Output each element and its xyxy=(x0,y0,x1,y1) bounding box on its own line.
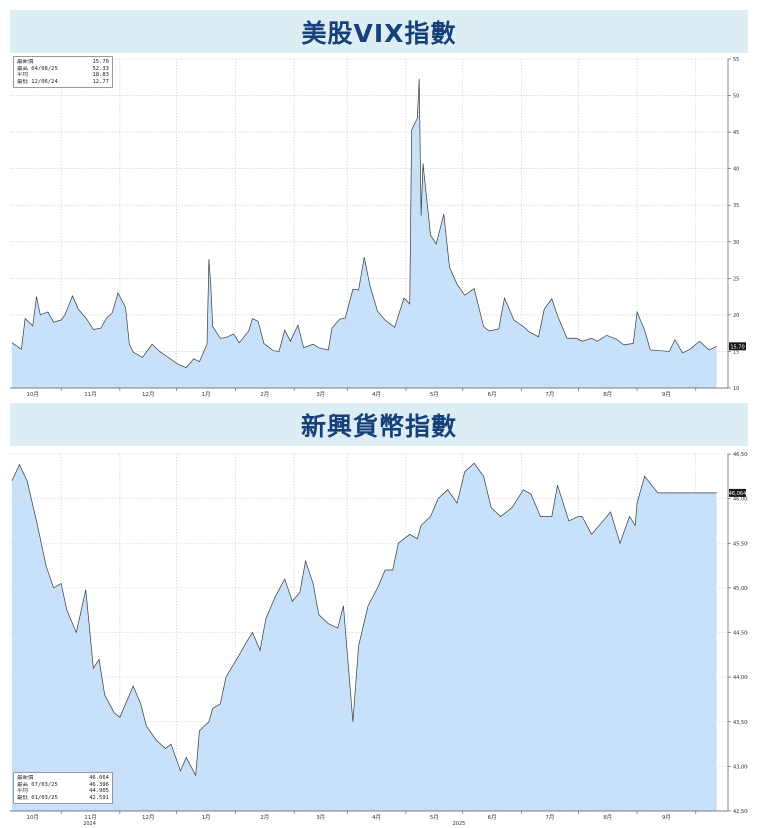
y-tick-label: 55 xyxy=(733,57,739,63)
x-tick-label: 1月 xyxy=(202,814,211,821)
em-currency-title: 新興貨幣指數 xyxy=(300,411,457,441)
last-value-box xyxy=(729,342,746,351)
y-tick-label: 46,500 xyxy=(733,452,748,458)
y-tick-label: 25 xyxy=(733,276,739,282)
em-legend-row-high: 最高 07/03/25 46.396 xyxy=(17,782,109,789)
last-value-box xyxy=(729,488,746,497)
y-tick-label: 40 xyxy=(733,167,739,173)
y-tick-label: 50 xyxy=(733,94,739,100)
series-area xyxy=(11,78,717,389)
vix-legend-row-high: 最高 04/08/25 52.33 xyxy=(17,66,109,73)
y-tick-label: 43,000 xyxy=(733,764,748,770)
legend-value: 52.33 xyxy=(92,65,109,72)
em-currency-panel: 新興貨幣指數 42,500 43,000 43,500 44,000 44,500 45,… xyxy=(10,403,748,825)
x-tick-label: 5月 xyxy=(430,391,439,398)
x-tick-label: 10月 xyxy=(26,391,39,398)
y-tick-label: 45 xyxy=(733,130,739,136)
last-value-label: 46,064 xyxy=(729,491,747,497)
legend-label: 最高 07/03/25 xyxy=(17,781,58,788)
x-tick-label: 7月 xyxy=(545,814,554,821)
x-tick-label: 8月 xyxy=(603,814,612,821)
x-tick-label: 4月 xyxy=(372,814,381,821)
year-label: 2024 xyxy=(83,821,96,825)
y-tick-label: 30 xyxy=(733,240,739,246)
x-tick-label: 2月 xyxy=(260,814,269,821)
vix-panel: 美股VIX指數 10 15 20 25 30 35 40 45 50 55 10月 11月 12月 1月 2… xyxy=(10,10,748,398)
em-legend-row-average: 平均 44.905 xyxy=(17,788,109,795)
y-tick-label: 10 xyxy=(733,386,739,392)
em-currency-legend: 最新價 46.064 最高 07/03/25 46.396 平均 44.905 最低 … xyxy=(13,772,113,805)
em-currency-chart: 42,500 43,000 43,500 44,000 44,500 45,000 45,5… xyxy=(10,452,748,825)
x-tick-label: 6月 xyxy=(488,391,497,398)
vix-legend-row-low: 最低 12/06/24 12.77 xyxy=(17,79,109,86)
x-tick-label: 11月 xyxy=(84,391,97,398)
x-tick-label: 9月 xyxy=(662,814,671,821)
legend-value: 18.83 xyxy=(92,72,109,79)
legend-value: 46.064 xyxy=(89,775,109,781)
em-legend-row-latest: 最新價 46.064 xyxy=(17,775,109,782)
y-tick-label: 44,500 xyxy=(733,631,748,637)
em-legend-row-low: 最低 01/03/25 42.591 xyxy=(17,795,109,802)
vix-title-bar: 美股VIX指數 xyxy=(10,10,748,53)
legend-value: 46.396 xyxy=(89,781,109,788)
legend-label: 最低 01/03/25 xyxy=(17,794,58,801)
x-tick-label: 12月 xyxy=(142,391,155,398)
x-tick-label: 11月 xyxy=(84,814,97,821)
x-tick-label: 9月 xyxy=(662,391,671,398)
x-tick-label: 1月 xyxy=(202,391,211,398)
legend-label: 最低 12/06/24 xyxy=(17,78,58,85)
legend-label: 最高 04/08/25 xyxy=(17,65,58,72)
legend-label: 平均 xyxy=(17,72,29,79)
y-tick-label: 45,000 xyxy=(733,586,748,592)
x-tick-label: 7月 xyxy=(545,391,554,398)
vix-legend-row-latest: 最新價 15.70 xyxy=(17,59,109,66)
y-tick-label: 42,500 xyxy=(733,809,748,815)
legend-label: 平均 xyxy=(17,788,29,795)
series-line xyxy=(11,78,717,368)
x-tick-label: 10月 xyxy=(26,814,39,821)
vix-title: 美股VIX指數 xyxy=(301,18,457,48)
vix-chart: 10 15 20 25 30 35 40 45 50 55 10月 11月 12月 1月 2月 3月 4月 5月 6… xyxy=(10,57,746,398)
legend-value: 15.70 xyxy=(92,59,109,65)
legend-label: 最新價 xyxy=(17,775,34,781)
legend-value: 44.905 xyxy=(89,788,109,795)
y-tick-label: 46,000 xyxy=(733,497,748,503)
series-area xyxy=(11,463,717,811)
y-tick-label: 45,500 xyxy=(733,541,748,547)
y-tick-label: 43,500 xyxy=(733,720,748,726)
y-tick-label: 15 xyxy=(733,349,739,355)
x-tick-label: 8月 xyxy=(603,391,612,398)
x-tick-label: 5月 xyxy=(430,814,439,821)
em-currency-title-bar: 新興貨幣指數 xyxy=(10,403,748,446)
last-value-label: 15.70 xyxy=(730,344,744,350)
x-tick-label: 6月 xyxy=(488,814,497,821)
x-tick-label: 2月 xyxy=(260,391,269,398)
year-label: 2025 xyxy=(453,821,466,825)
y-tick-label: 44,000 xyxy=(733,675,748,681)
legend-value: 12.77 xyxy=(92,78,109,85)
x-tick-label: 3月 xyxy=(316,814,325,821)
x-tick-label: 12月 xyxy=(142,814,155,821)
vix-legend: 最新價 15.70 最高 04/08/25 52.33 平均 18.83 最低 12/… xyxy=(13,56,113,89)
legend-label: 最新價 xyxy=(17,59,34,65)
x-tick-label: 3月 xyxy=(316,391,325,398)
x-tick-label: 4月 xyxy=(372,391,381,398)
y-tick-label: 35 xyxy=(733,203,739,209)
series-line xyxy=(11,462,717,777)
y-tick-label: 20 xyxy=(733,313,739,319)
vix-legend-row-average: 平均 18.83 xyxy=(17,72,109,79)
legend-value: 42.591 xyxy=(89,794,109,801)
